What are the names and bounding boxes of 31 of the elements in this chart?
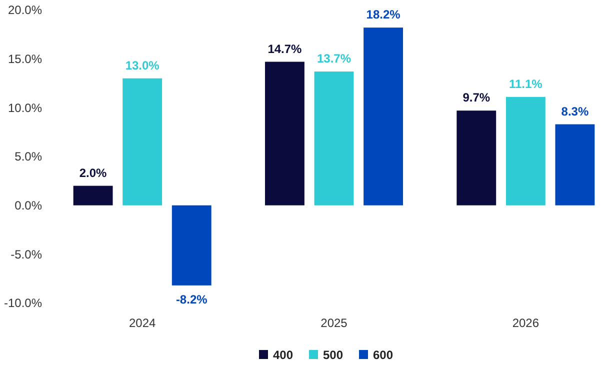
y-tick-label: 10.0%	[8, 100, 42, 115]
data-label: 13.7%	[316, 52, 352, 66]
legend-label: 400	[273, 348, 294, 362]
bar	[172, 205, 212, 286]
bar	[506, 96, 546, 206]
bar	[364, 28, 403, 206]
bar	[555, 124, 595, 206]
data-label: 14.7%	[268, 42, 302, 56]
bar	[73, 186, 113, 206]
bar	[456, 110, 496, 206]
data-label: 8.3%	[561, 104, 589, 118]
legend-label: 500	[323, 348, 344, 362]
y-tick-label: -5.0%	[10, 247, 42, 262]
data-label: 13.0%	[125, 58, 160, 72]
data-label: 2.0%	[79, 166, 108, 180]
x-tick-label: 2026	[512, 316, 540, 330]
bar	[314, 72, 354, 206]
x-tick-label: 2025	[320, 316, 348, 330]
bar	[122, 78, 162, 206]
data-label: 11.1%	[508, 76, 543, 91]
y-tick-label: -10.0%	[4, 296, 42, 310]
y-tick-label: 15.0%	[8, 52, 42, 66]
bar	[265, 62, 304, 206]
y-tick-label: 20.0%	[8, 3, 42, 18]
x-tick-label: 2024	[128, 316, 156, 330]
data-label: 9.7%	[462, 90, 490, 105]
data-label: 18.2%	[366, 8, 401, 22]
legend-label: 600	[373, 348, 394, 362]
y-tick-label: 5.0%	[14, 150, 42, 164]
data-label: -8.2%	[176, 292, 208, 306]
y-tick-label: 0.0%	[14, 198, 42, 213]
